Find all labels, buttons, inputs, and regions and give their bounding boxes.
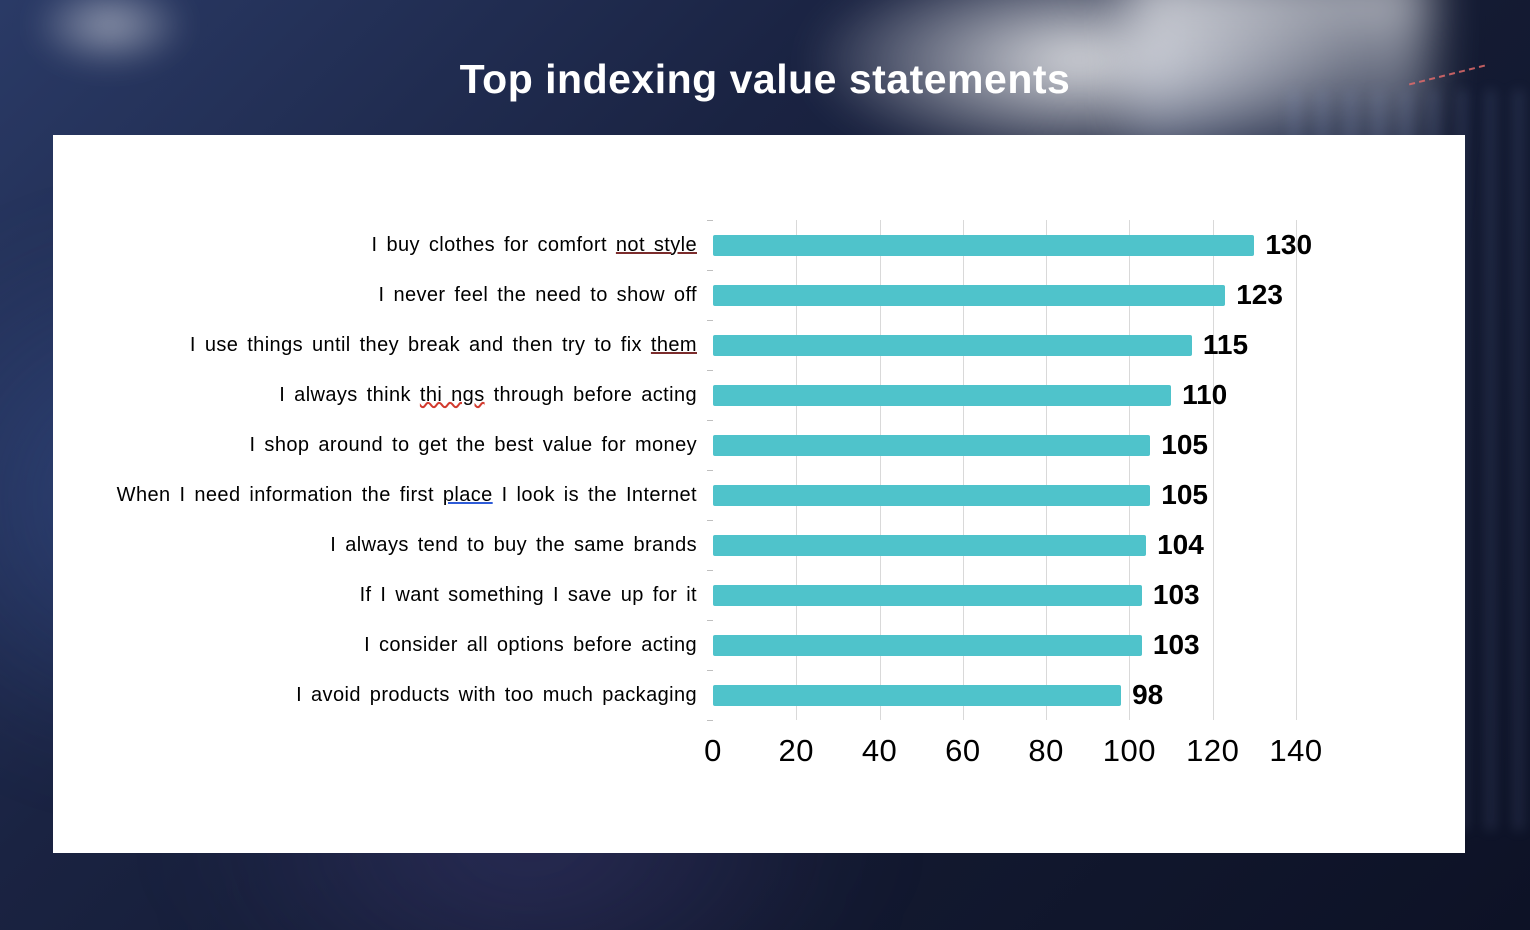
- x-tick-label: 120: [1186, 733, 1240, 768]
- bar: [713, 234, 1255, 256]
- bar-track: 104: [713, 520, 1438, 570]
- y-axis-tick: [707, 570, 713, 571]
- y-axis-tick: [707, 270, 713, 271]
- bar-track: 103: [713, 620, 1438, 670]
- bar-label-text: them: [650, 333, 697, 356]
- bar: [713, 334, 1192, 356]
- gridline: [1129, 220, 1131, 720]
- bar-track: 123: [713, 270, 1438, 320]
- y-axis-tick: [707, 320, 713, 321]
- value-label: 103: [1152, 629, 1200, 660]
- y-axis-tick: [707, 420, 713, 421]
- value-label: 104: [1157, 529, 1204, 560]
- bar-label-text: I always tend to buy the same brands: [330, 533, 697, 556]
- x-tick-label: 20: [778, 733, 815, 768]
- bar-row: I always tend to buy the same brands 104: [53, 520, 1438, 570]
- chart-title: Top indexing value statements: [459, 56, 1071, 102]
- bar: [713, 684, 1122, 706]
- x-tick-label: 0: [704, 733, 722, 768]
- bar: [713, 384, 1172, 406]
- bar-row: I avoid products with too much packaging…: [53, 670, 1438, 720]
- x-tick-label: 140: [1269, 733, 1323, 768]
- bar-label-text: I avoid products with too much packaging: [296, 683, 697, 706]
- bar-row: I shop around to get the best value for …: [53, 420, 1438, 470]
- gridline-layer: [707, 220, 1297, 721]
- value-label: 115: [1202, 329, 1249, 360]
- x-axis: 0 20 40 60 80 100 120 140: [704, 733, 1322, 779]
- bar-label-text: thi ngs: [419, 383, 485, 406]
- bar-row: I buy clothes for comfort not style 130: [53, 220, 1438, 270]
- bar-label-text: not style: [615, 233, 697, 256]
- bar: [713, 434, 1151, 456]
- bar-track: 115: [713, 320, 1438, 370]
- bar-label: I consider all options before acting: [53, 634, 713, 657]
- bar-label: I buy clothes for comfort not style: [53, 234, 713, 257]
- bar: [713, 284, 1226, 306]
- y-axis-tick: [707, 470, 713, 471]
- bar-row: If I want something I save up for it 103: [53, 570, 1438, 620]
- bar: [713, 634, 1142, 656]
- value-label: 103: [1152, 579, 1200, 610]
- bar-rows: I buy clothes for comfort not style 130 I …: [53, 220, 1438, 720]
- gridline: [962, 220, 964, 720]
- plot-area: I buy clothes for comfort not style 130 I …: [53, 220, 1438, 721]
- bar-label: I use things until they break and then t…: [53, 334, 713, 357]
- gridline: [1046, 220, 1048, 720]
- bar-label: I shop around to get the best value for …: [53, 434, 713, 457]
- value-label: 105: [1161, 429, 1208, 460]
- y-axis-tick: [707, 220, 713, 221]
- y-axis-tick: [707, 670, 713, 671]
- value-label: 123: [1236, 279, 1283, 310]
- x-tick-label: 60: [945, 733, 981, 768]
- bar-row: When I need information the first place …: [53, 470, 1438, 520]
- chart-panel: I buy clothes for comfort not style 130 I …: [53, 135, 1465, 853]
- bar-row: I always think thi ngs through before ac…: [53, 370, 1438, 420]
- bar-label-text: I consider all options before acting: [364, 633, 697, 656]
- bar-label-text: I never feel the need to show off: [378, 283, 697, 306]
- bar-label-text: I shop around to get the best value for …: [249, 433, 697, 456]
- bar-track: 105: [713, 420, 1438, 470]
- bar-label-text: I always think: [279, 383, 420, 406]
- value-label: 98: [1132, 679, 1164, 710]
- bar-label-text: through before acting: [484, 383, 697, 406]
- value-label: 110: [1182, 379, 1228, 410]
- bar: [713, 584, 1142, 606]
- x-tick-label: 100: [1102, 733, 1157, 768]
- bar-label-text: I use things until they break and then t…: [189, 333, 651, 356]
- bar-label: I always think thi ngs through before ac…: [53, 384, 713, 407]
- bar-row: I consider all options before acting 103: [53, 620, 1438, 670]
- bar-label-text: I look is the Internet: [492, 483, 697, 506]
- value-label: 130: [1265, 229, 1313, 260]
- y-axis-tick: [707, 520, 713, 521]
- y-axis-tick: [707, 370, 713, 371]
- bar-track: 98: [713, 670, 1438, 720]
- bar-label-text: When I need information the first: [116, 483, 443, 506]
- gridline: [879, 220, 881, 720]
- gridline: [1212, 220, 1214, 720]
- bar-label: I always tend to buy the same brands: [53, 534, 713, 557]
- bar-label: I avoid products with too much packaging: [53, 684, 713, 707]
- bar-label: I never feel the need to show off: [53, 284, 713, 307]
- bar-label: If I want something I save up for it: [53, 584, 713, 607]
- bar-track: 103: [713, 570, 1438, 620]
- y-axis-tick: [707, 620, 713, 621]
- value-label: 105: [1161, 479, 1208, 510]
- gridline: [796, 220, 798, 720]
- bar: [713, 484, 1151, 506]
- x-tick-label: 80: [1028, 733, 1064, 768]
- bar-label: When I need information the first place …: [53, 484, 713, 507]
- bar-row: I use things until they break and then t…: [53, 320, 1438, 370]
- bar-label-text: place: [442, 483, 493, 506]
- bar: [713, 534, 1147, 556]
- bar-track: 105: [713, 470, 1438, 520]
- x-tick-label: 40: [861, 733, 898, 768]
- bar-row: I never feel the need to show off 123: [53, 270, 1438, 320]
- bar-label-text: I buy clothes for comfort: [371, 233, 616, 256]
- bar-label-text: If I want something I save up for it: [359, 583, 697, 606]
- bar-track: 130: [713, 220, 1438, 270]
- y-axis-tick: [707, 720, 713, 721]
- bar-track: 110: [713, 370, 1438, 420]
- gridline: [1296, 220, 1297, 720]
